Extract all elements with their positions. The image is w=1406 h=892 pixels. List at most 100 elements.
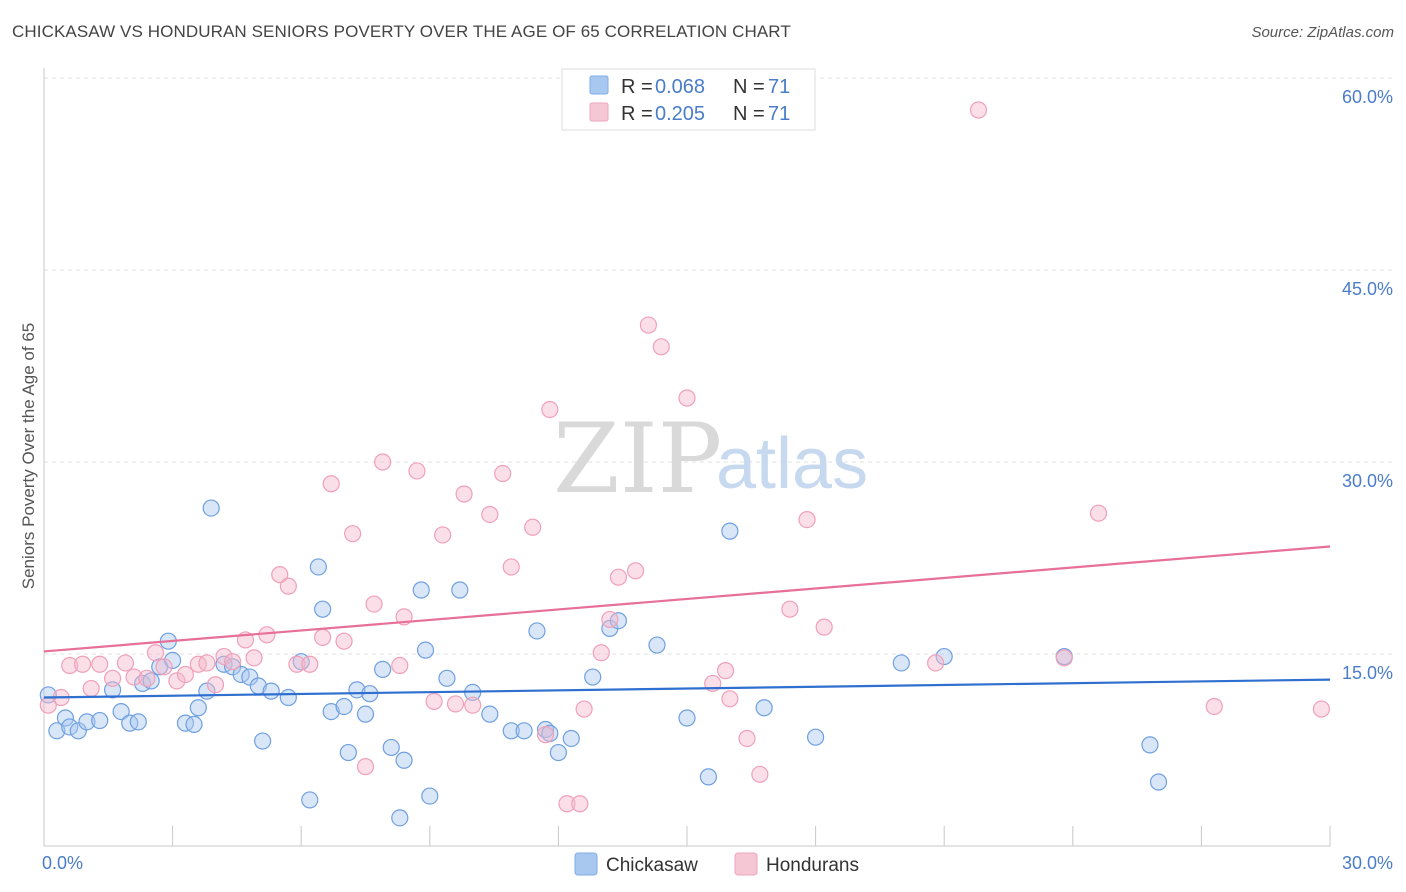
data-point-hondurans (571, 795, 589, 813)
data-point-hondurans (322, 475, 340, 493)
data-point-hondurans (314, 628, 332, 646)
data-point-chickasaw (609, 612, 628, 630)
data-point-hondurans (502, 558, 520, 576)
data-point-hondurans (798, 510, 816, 529)
data-point-hondurans (146, 644, 165, 662)
y-tick-label: 30.0% (1342, 471, 1393, 491)
data-point-hondurans (1312, 700, 1331, 718)
legend-r-value-2: 0.205 (655, 103, 705, 125)
data-point-chickasaw (438, 669, 456, 687)
watermark-zip: ZIP (553, 403, 722, 515)
data-point-hondurans (335, 632, 353, 650)
data-point-chickasaw (528, 622, 546, 640)
data-point-hondurans (224, 653, 242, 671)
data-point-hondurans (494, 464, 512, 483)
data-point-chickasaw (69, 722, 87, 740)
data-point-chickasaw (391, 809, 409, 827)
data-point-hondurans (344, 525, 362, 543)
data-point-hondurans (446, 695, 465, 713)
data-point-chickasaw (1149, 773, 1168, 791)
legend-n-value-2: 71 (768, 103, 790, 125)
data-point-hondurans (609, 568, 628, 586)
source-credit: Source: ZipAtlas.com (1251, 24, 1394, 41)
data-point-hondurans (781, 600, 799, 618)
data-point-hondurans (558, 795, 576, 813)
legend-n-label-1: N = (733, 76, 765, 98)
data-point-chickasaw (339, 743, 357, 762)
data-point-hondurans (61, 656, 79, 675)
data-point-chickasaw (164, 651, 182, 670)
data-point-chickasaw (451, 581, 469, 599)
data-point-chickasaw (335, 697, 353, 716)
y-tick-label: 60.0% (1342, 87, 1393, 107)
data-point-chickasaw (755, 699, 773, 717)
data-point-hondurans (434, 526, 452, 544)
data-point-hondurans (408, 462, 426, 480)
data-point-chickasaw (202, 499, 220, 517)
data-point-hondurans (639, 316, 658, 334)
data-point-chickasaw (421, 787, 439, 805)
data-point-chickasaw (481, 705, 499, 723)
legend-n-value-1: 71 (768, 76, 790, 98)
data-point-chickasaw (301, 791, 319, 809)
data-point-chickasaw (176, 714, 195, 732)
data-point-chickasaw (254, 732, 272, 750)
data-point-hondurans (215, 647, 233, 666)
data-point-chickasaw (549, 743, 568, 762)
legend-r-label-2: R = (621, 103, 653, 125)
data-point-hondurans (575, 700, 593, 718)
data-point-hondurans (927, 654, 945, 672)
data-point-hondurans (1055, 649, 1073, 667)
x-tick-label-max: 30.0% (1342, 853, 1393, 873)
data-point-hondurans (82, 679, 100, 698)
data-point-hondurans (155, 658, 173, 676)
data-point-hondurans (198, 654, 216, 672)
data-point-hondurans (1089, 504, 1108, 522)
data-point-chickasaw (721, 522, 739, 540)
data-point-hondurans (374, 453, 392, 471)
data-point-chickasaw (121, 714, 139, 732)
data-point-chickasaw (322, 702, 340, 721)
data-point-hondurans (815, 618, 833, 636)
grid-lines (44, 77, 1393, 655)
data-point-hondurans (738, 729, 756, 748)
x-tick-label-min: 0.0% (42, 853, 83, 873)
legend-top: R = 0.068 N = 71 R = 0.205 N = 71 (561, 68, 816, 131)
y-tick-label: 15.0% (1342, 663, 1393, 683)
data-point-chickasaw (189, 699, 207, 717)
legend-n-label-2: N = (733, 103, 765, 125)
data-point-chickasaw (374, 660, 392, 678)
data-point-chickasaw (416, 641, 435, 659)
trend-line-chickasaw (43, 678, 1331, 699)
data-point-hondurans (481, 505, 499, 524)
legend-swatch-hondurans (589, 102, 609, 122)
data-point-hondurans (541, 400, 559, 419)
data-point-chickasaw (892, 654, 910, 672)
data-point-hondurans (103, 669, 122, 687)
data-point-chickasaw (356, 705, 375, 723)
data-point-chickasaw (39, 686, 57, 704)
data-point-chickasaw (241, 668, 259, 686)
data-point-chickasaw (562, 729, 580, 748)
data-point-hondurans (524, 518, 542, 536)
data-point-hondurans (138, 669, 156, 687)
data-point-hondurans (73, 655, 92, 673)
data-point-hondurans (125, 668, 143, 686)
data-point-hondurans (168, 672, 186, 690)
y-tick-label: 45.0% (1342, 279, 1393, 299)
data-point-chickasaw (61, 718, 79, 736)
legend-bottom: Chickasaw Hondurans (574, 852, 859, 876)
data-point-hondurans (601, 610, 619, 629)
data-point-hondurans (301, 655, 319, 673)
data-point-chickasaw (1141, 736, 1159, 754)
legend-bottom-swatch-hondurans (734, 852, 758, 876)
y-axis-title: Seniors Poverty Over the Age of 65 (19, 323, 38, 589)
data-point-hondurans (455, 485, 473, 503)
y-tick-labels: 15.0% 30.0% 45.0% 60.0% (1342, 87, 1393, 683)
data-point-chickasaw (129, 713, 147, 731)
data-point-chickasaw (314, 600, 332, 618)
data-point-chickasaw (648, 636, 666, 654)
data-point-chickasaw (262, 682, 280, 700)
data-point-chickasaw (48, 722, 66, 740)
